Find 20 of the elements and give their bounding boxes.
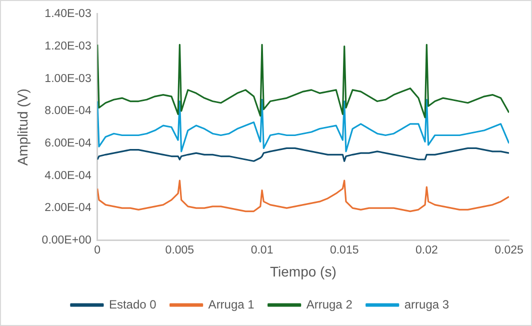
x-tick-label: 0.015: [330, 244, 359, 256]
legend-label: Estado 0: [108, 297, 157, 312]
x-tick-label: 0.005: [165, 244, 194, 256]
x-tick-label: 0.025: [494, 244, 524, 256]
y-axis-title: Amplitud (V): [14, 88, 30, 166]
y-tick-label: 4.00E-04: [44, 170, 92, 182]
x-axis-title: Tiempo (s): [270, 263, 336, 280]
x-tick-label: 0: [94, 244, 101, 256]
y-tick-label: 2.00E-04: [44, 202, 92, 214]
y-tick-label: 1.40E-03: [44, 8, 92, 20]
x-tick-label: 0.01: [250, 244, 274, 256]
x-tick-label: 0.02: [415, 244, 438, 256]
y-tick-label: 6.00E-04: [44, 138, 92, 150]
y-tick-label: 1.00E-03: [44, 72, 92, 85]
legend-label: arruga 3: [404, 297, 450, 312]
y-tick-label: 0.00E+00: [42, 234, 92, 247]
y-tick-label: 8.00E-04: [44, 105, 92, 118]
legend-label: Arruga 2: [306, 297, 353, 312]
legend-label: Arruga 1: [208, 297, 255, 312]
y-tick-label: 1.20E-03: [44, 40, 92, 52]
